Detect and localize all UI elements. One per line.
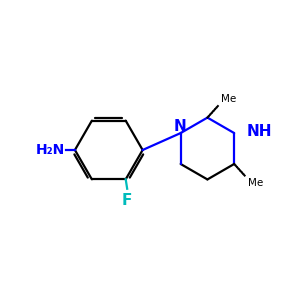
Text: NH: NH bbox=[247, 124, 272, 139]
Text: H₂N: H₂N bbox=[36, 143, 65, 157]
Text: F: F bbox=[122, 194, 132, 208]
Text: Me: Me bbox=[248, 178, 263, 188]
Text: N: N bbox=[174, 119, 186, 134]
Text: Me: Me bbox=[221, 94, 236, 104]
